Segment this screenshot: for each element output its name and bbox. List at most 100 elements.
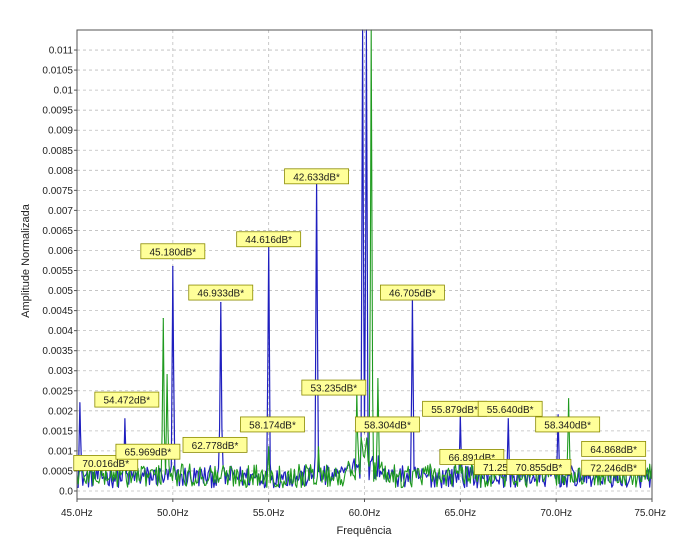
series-peak-point: [124, 418, 126, 420]
peak-label-box: [355, 416, 420, 433]
peak-label-text: 58.174dB*: [249, 420, 296, 431]
series-peak-point: [568, 398, 570, 400]
y-tick-label: 0.011: [49, 46, 74, 57]
series-peak-point: [557, 414, 559, 416]
peak-label: 46.705dB*: [380, 284, 445, 301]
peak-label-box: [477, 400, 543, 417]
y-tick-label: 0.0105: [42, 66, 73, 77]
y-tick-label: 0.0035: [42, 346, 73, 357]
peak-label: 58.304dB*: [355, 416, 420, 433]
x-tick-label: 70.0Hz: [540, 508, 572, 519]
peak-label: 55.879dB*: [422, 400, 487, 417]
series-peak-point: [377, 378, 379, 380]
peak-label: 72.246dB*: [581, 459, 647, 476]
y-axis-label: Amplitude Normalizada: [20, 203, 32, 318]
x-tick-label: 60.0Hz: [349, 508, 381, 519]
x-tick-label: 65.0Hz: [444, 508, 476, 519]
peak-label-box: [182, 436, 248, 453]
peak-label: 62.778dB*: [182, 436, 248, 453]
peak-label-box: [581, 440, 647, 457]
peak-label-text: 64.868dB*: [590, 445, 637, 456]
peak-label: 58.340dB*: [535, 416, 601, 433]
y-tick-label: 0.0065: [42, 226, 73, 237]
peak-label-text: 44.616dB*: [245, 235, 292, 246]
peak-label-text: 70.016dB*: [82, 459, 129, 470]
y-tick-label: 0.005: [48, 286, 73, 297]
y-tick-label: 0.004: [48, 326, 73, 337]
y-tick-label: 0.0005: [42, 466, 73, 477]
series-peak-point: [317, 446, 320, 448]
y-tick-label: 0.009: [48, 126, 73, 137]
peak-label: 53.235dB*: [301, 379, 367, 396]
peak-label-text: 58.340dB*: [544, 420, 591, 431]
series-peak-point: [162, 318, 164, 320]
y-tick-label: 0.001: [48, 446, 73, 457]
y-tick-label: 0.0055: [42, 266, 73, 277]
series-line-1: [76, 29, 653, 489]
y-tick-label: 0.0015: [42, 426, 73, 437]
y-tick-label: 0.0075: [42, 186, 73, 197]
peak-label: 44.616dB*: [236, 231, 302, 248]
y-tick-label: 0.007: [48, 206, 73, 217]
peak-label: 42.633dB*: [284, 168, 349, 185]
peak-label-box: [284, 168, 349, 185]
peak-label: 70.855dB*: [506, 459, 572, 475]
y-axis-ticks: 0.0 0.0005 0.001 0.0015 0.002 0.0025 0.003 0.00…: [42, 46, 77, 497]
peak-label-box: [380, 284, 445, 301]
peak-label: 58.174dB*: [240, 416, 305, 433]
peak-label-text: 55.640dB*: [487, 405, 534, 416]
x-tick-label: 75.0Hz: [634, 508, 666, 519]
peak-label: 55.640dB*: [477, 400, 543, 417]
peak-label-text: 72.246dB*: [590, 464, 637, 475]
peak-label-box: [236, 231, 302, 248]
peak-label-box: [535, 416, 601, 433]
y-tick-label: 0.0025: [42, 386, 73, 397]
y-tick-label: 0.006: [48, 246, 73, 257]
peak-label-box: [240, 416, 305, 433]
peak-label: 46.933dB*: [188, 284, 254, 301]
series-peak-point: [220, 301, 222, 304]
peak-label-box: [301, 379, 367, 396]
peak-label-text: 71.251dB*: [483, 463, 530, 474]
x-tick-label: 50.0Hz: [157, 508, 189, 519]
peak-label: 54.472dB*: [94, 391, 160, 408]
peak-label-box: [94, 391, 160, 408]
peak-label-box: [188, 284, 254, 301]
y-tick-label: 0.0: [59, 486, 73, 497]
peak-label-box: [506, 459, 572, 475]
peak-label-box: [581, 459, 647, 476]
peak-label-text: 55.879dB*: [431, 405, 478, 416]
annotations: 42.633dB* 44.616dB* 45.180dB* 46.933dB* 46.7…: [73, 168, 647, 476]
x-tick-label: 55.0Hz: [253, 508, 285, 519]
y-tick-label: 0.0095: [42, 106, 73, 117]
y-tick-label: 0.008: [48, 166, 73, 177]
peak-label-text: 65.969dB*: [125, 448, 172, 459]
peak-label-text: 66.891dB*: [448, 453, 495, 464]
series-peak-point: [507, 418, 509, 420]
peak-label-text: 46.705dB*: [389, 289, 436, 300]
peak-label-text: 62.778dB*: [192, 441, 239, 452]
series-line-0: [76, 29, 653, 489]
x-axis-label: Frequência: [336, 525, 392, 537]
peak-label-text: 54.472dB*: [103, 396, 150, 407]
peak-label-box: [115, 443, 181, 460]
series-peak-point: [79, 402, 81, 404]
peak-label-text: 58.304dB*: [364, 420, 411, 431]
peak-label-text: 46.933dB*: [197, 289, 244, 300]
series-peak-point: [172, 265, 174, 268]
peak-label: 45.180dB*: [140, 243, 206, 260]
y-tick-label: 0.01: [54, 86, 74, 97]
peak-label-text: 45.180dB*: [149, 247, 196, 258]
peak-label-text: 42.633dB*: [293, 172, 340, 183]
peak-label: 64.868dB*: [581, 440, 647, 457]
peak-label-text: 70.855dB*: [516, 463, 563, 474]
y-tick-label: 0.002: [48, 406, 73, 417]
series-peak-point: [268, 446, 270, 448]
peak-label-text: 53.235dB*: [310, 384, 357, 395]
y-tick-label: 0.0085: [42, 146, 73, 157]
x-axis-ticks: 45.0Hz 50.0Hz 55.0Hz 60.0Hz 65.0Hz 70.0Hz 75.0…: [61, 499, 666, 519]
peak-label: 65.969dB*: [115, 443, 181, 460]
y-tick-label: 0.0045: [42, 306, 73, 317]
series-peak-point: [166, 374, 168, 376]
